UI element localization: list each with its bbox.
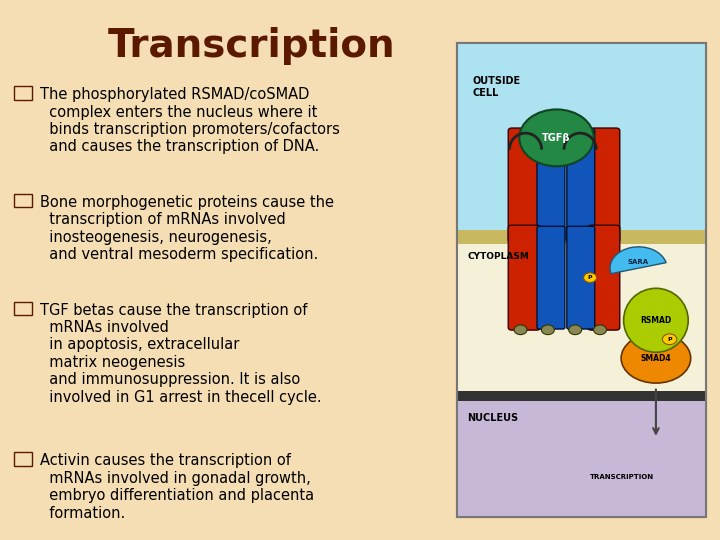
- Text: P: P: [667, 337, 672, 342]
- Circle shape: [569, 325, 582, 335]
- Text: Transcription: Transcription: [108, 27, 396, 65]
- Polygon shape: [457, 230, 706, 245]
- Text: RSMAD: RSMAD: [640, 316, 672, 325]
- Text: Bone morphogenetic proteins cause the
  transcription of mRNAs involved
  inoste: Bone morphogenetic proteins cause the tr…: [40, 195, 333, 262]
- Circle shape: [514, 325, 527, 335]
- Text: SMAD4: SMAD4: [641, 354, 671, 363]
- Text: TGFβ: TGFβ: [542, 133, 571, 143]
- Bar: [457, 43, 706, 517]
- Ellipse shape: [519, 110, 594, 166]
- Circle shape: [584, 273, 597, 282]
- Text: Activin causes the transcription of
  mRNAs involved in gonadal growth,
  embryo: Activin causes the transcription of mRNA…: [40, 454, 314, 521]
- FancyBboxPatch shape: [508, 128, 540, 242]
- Polygon shape: [457, 233, 706, 399]
- FancyBboxPatch shape: [588, 225, 620, 330]
- FancyBboxPatch shape: [537, 226, 565, 329]
- Circle shape: [662, 334, 677, 345]
- Bar: [14, 301, 32, 315]
- Text: TRANSCRIPTION: TRANSCRIPTION: [590, 474, 654, 480]
- Circle shape: [593, 325, 606, 335]
- Text: P: P: [588, 275, 593, 280]
- Text: OUTSIDE
CELL: OUTSIDE CELL: [472, 76, 521, 98]
- Text: CYTOPLASM: CYTOPLASM: [467, 252, 529, 261]
- Bar: [14, 86, 32, 99]
- FancyBboxPatch shape: [588, 128, 620, 242]
- Polygon shape: [457, 392, 706, 401]
- Bar: [14, 194, 32, 207]
- Bar: [457, 43, 706, 517]
- FancyBboxPatch shape: [567, 129, 595, 241]
- Polygon shape: [457, 43, 706, 233]
- Text: NUCLEUS: NUCLEUS: [467, 413, 518, 423]
- Ellipse shape: [624, 288, 688, 352]
- Ellipse shape: [621, 333, 690, 383]
- FancyBboxPatch shape: [537, 129, 565, 241]
- FancyBboxPatch shape: [567, 226, 595, 329]
- Circle shape: [541, 325, 554, 335]
- Text: TGF betas cause the transcription of
  mRNAs involved
  in apoptosis, extracellu: TGF betas cause the transcription of mRN…: [40, 302, 321, 404]
- FancyBboxPatch shape: [508, 225, 540, 330]
- Bar: [14, 453, 32, 466]
- Text: SARA: SARA: [628, 260, 649, 266]
- Text: The phosphorylated RSMAD/coSMAD
  complex enters the nucleus where it
  binds tr: The phosphorylated RSMAD/coSMAD complex …: [40, 87, 339, 154]
- Wedge shape: [610, 247, 666, 274]
- Polygon shape: [457, 399, 706, 517]
